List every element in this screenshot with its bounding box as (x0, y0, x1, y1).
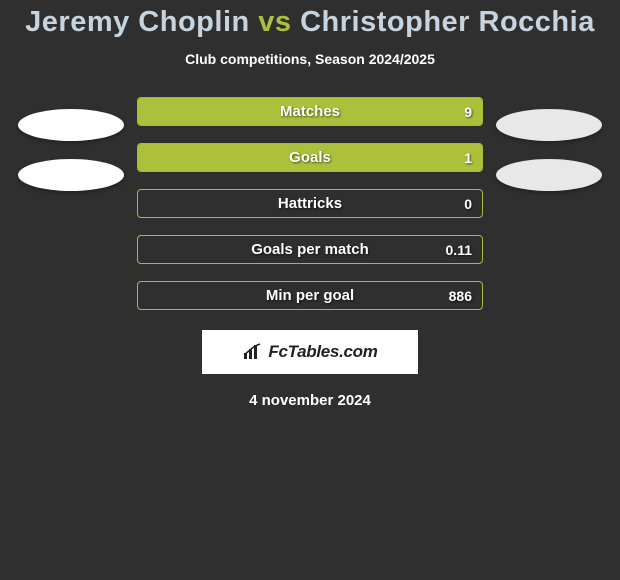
stat-bar: Goals per match0.11 (137, 235, 483, 264)
logo: FcTables.com (242, 342, 377, 362)
stat-bar: Matches9 (137, 97, 483, 126)
stat-bar-value: 0.11 (446, 236, 472, 263)
stat-bar-label: Min per goal (138, 282, 482, 309)
stat-bar: Hattricks0 (137, 189, 483, 218)
logo-box: FcTables.com (202, 330, 418, 374)
logo-text: FcTables.com (268, 342, 377, 362)
stat-bar-label: Hattricks (138, 190, 482, 217)
avatar-right (496, 109, 602, 141)
subtitle: Club competitions, Season 2024/2025 (185, 51, 435, 67)
stat-bar-label: Goals per match (138, 236, 482, 263)
stat-bar-label: Goals (138, 144, 482, 171)
stat-bars: Matches9Goals1Hattricks0Goals per match0… (137, 97, 483, 310)
stat-bar-value: 886 (449, 282, 472, 309)
stat-bar-value: 0 (464, 190, 472, 217)
stat-bar: Goals1 (137, 143, 483, 172)
avatar-col-right (489, 109, 609, 191)
stat-bar-value: 1 (464, 144, 472, 171)
root: Jeremy Choplin vs Christopher Rocchia Cl… (0, 0, 620, 409)
title-player1: Jeremy Choplin (25, 6, 250, 38)
page-title: Jeremy Choplin vs Christopher Rocchia (25, 6, 595, 39)
title-vs: vs (258, 6, 291, 38)
avatar-col-left (11, 109, 131, 191)
avatar-right (496, 159, 602, 191)
bar-chart-icon (242, 343, 264, 361)
stats-area: Matches9Goals1Hattricks0Goals per match0… (0, 109, 620, 310)
avatar-left (18, 109, 124, 141)
stat-bar-label: Matches (138, 98, 482, 125)
stat-bar-value: 9 (464, 98, 472, 125)
stat-bar: Min per goal886 (137, 281, 483, 310)
title-player2: Christopher Rocchia (300, 6, 595, 38)
avatar-left (18, 159, 124, 191)
date: 4 november 2024 (249, 392, 371, 409)
